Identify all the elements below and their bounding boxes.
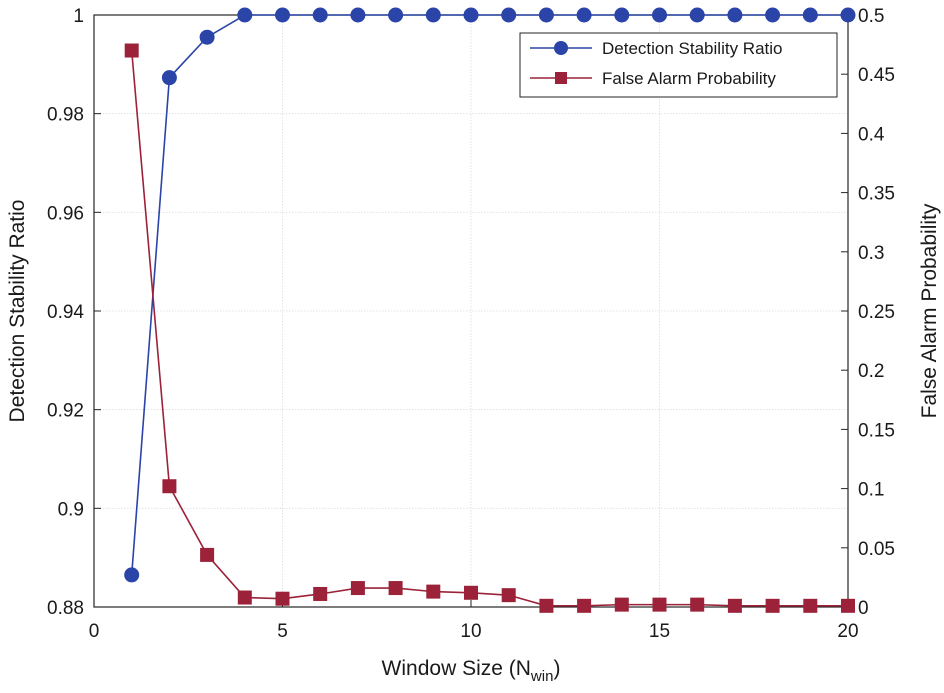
data-point [501, 588, 516, 603]
legend-box [519, 32, 838, 98]
x-axis-label-main: Window Size (N [382, 657, 531, 680]
data-point [577, 598, 592, 613]
x-tick-label: 0 [89, 621, 100, 642]
data-point [275, 7, 290, 23]
right-tick-label: 0.25 [858, 302, 895, 323]
right-tick-label: 0.3 [858, 243, 884, 264]
series-layer [124, 7, 856, 613]
data-point [652, 7, 667, 23]
data-point [501, 7, 517, 23]
data-point [388, 581, 403, 596]
left-tick-label: 0.88 [47, 598, 84, 619]
data-point [727, 7, 743, 23]
x-axis-label-subscript: win [530, 668, 554, 685]
right-axis-ticks: 0 0.05 0.1 0.15 0.2 0.25 0.3 0.35 0.4 0.45 0.5 [841, 6, 895, 619]
left-tick-label: 1 [73, 6, 84, 27]
data-point [426, 584, 441, 599]
legend: Detection Stability Ratio False Alarm Pro… [519, 32, 838, 98]
x-tick-label: 10 [460, 621, 481, 642]
left-tick-label: 0.9 [58, 499, 84, 520]
legend-label: Detection Stability Ratio [602, 39, 782, 58]
right-tick-label: 0.45 [858, 65, 895, 86]
data-point [464, 585, 478, 600]
left-tick-label: 0.98 [47, 105, 84, 126]
right-tick-label: 0.35 [858, 184, 895, 205]
left-tick-label: 0.92 [47, 401, 84, 422]
right-tick-label: 0.5 [858, 6, 884, 27]
left-tick-label: 0.96 [47, 203, 84, 224]
data-point [765, 598, 780, 613]
data-point [199, 29, 215, 45]
legend-marker-circle [554, 41, 568, 55]
right-tick-label: 0 [858, 598, 869, 619]
data-point [237, 590, 252, 605]
data-point [275, 591, 290, 606]
series-1 [124, 7, 856, 583]
data-point [200, 547, 215, 562]
data-point [425, 7, 441, 23]
right-tick-label: 0.1 [858, 480, 884, 501]
series-line [130, 50, 848, 607]
data-point [161, 70, 177, 86]
data-point [350, 7, 366, 23]
x-tick-label: 20 [837, 621, 858, 642]
right-tick-label: 0.4 [858, 124, 885, 145]
data-point [350, 581, 365, 596]
series-2 [124, 43, 855, 613]
grid-lines [93, 14, 849, 608]
data-point [614, 597, 629, 612]
data-point [162, 479, 177, 494]
data-point [652, 597, 667, 612]
x-axis-label-close: ) [553, 657, 560, 680]
data-point [388, 7, 404, 23]
legend-label: False Alarm Probability [602, 69, 776, 88]
left-axis-ticks: 0.88 0.9 0.92 0.94 0.96 0.98 1 [47, 6, 101, 619]
x-axis-label: Window Size (Nwin) [382, 657, 561, 685]
legend-entry: False Alarm Probability [530, 69, 776, 88]
data-point [538, 7, 554, 23]
data-point [614, 7, 630, 23]
data-point [237, 7, 253, 23]
data-point [841, 598, 855, 613]
data-point [463, 7, 479, 23]
right-y-axis-label: False Alarm Probability [918, 203, 941, 418]
data-point [840, 7, 856, 23]
x-tick-label: 15 [649, 621, 670, 642]
left-tick-label: 0.94 [47, 302, 84, 323]
data-point [312, 7, 328, 23]
data-point [576, 7, 592, 23]
data-point [690, 597, 705, 612]
data-point [124, 567, 140, 583]
right-tick-label: 0.2 [858, 361, 884, 382]
right-tick-label: 0.05 [858, 539, 895, 560]
data-point [765, 7, 781, 23]
x-tick-label: 5 [277, 621, 288, 642]
data-point [689, 7, 705, 23]
x-axis-ticks: 0 5 10 15 20 [89, 15, 859, 642]
right-tick-label: 0.15 [858, 420, 895, 441]
left-y-axis-label: Detection Stability Ratio [6, 200, 29, 423]
legend-entry: Detection Stability Ratio [530, 39, 782, 58]
data-point [124, 43, 139, 58]
data-point [313, 586, 328, 601]
data-point [539, 598, 554, 613]
plot-area-frame [93, 14, 849, 608]
data-point [727, 598, 742, 613]
series-line [130, 14, 848, 575]
legend-marker-square [555, 72, 567, 84]
data-point [802, 7, 818, 23]
data-point [803, 598, 818, 613]
